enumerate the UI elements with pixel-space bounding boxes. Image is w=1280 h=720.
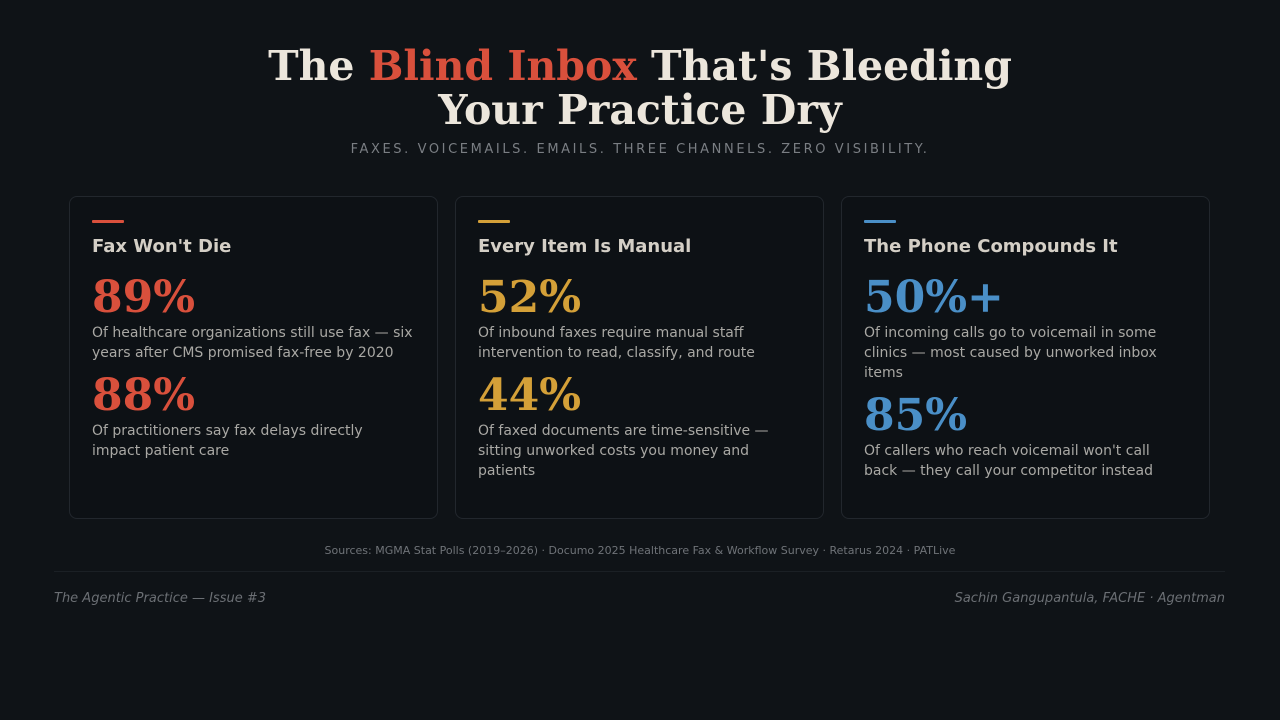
stat-value: 52%: [478, 272, 582, 323]
stat-value: 88%: [92, 370, 196, 421]
stat-description: Of faxed documents are time-sensitive — …: [478, 423, 769, 479]
stat-value: 89%: [92, 272, 196, 323]
subtitle: FAXES. VOICEMAILS. EMAILS. THREE CHANNEL…: [350, 142, 930, 157]
title-text: The: [268, 42, 369, 90]
stat-description: Of incoming calls go to voicemail in som…: [864, 325, 1157, 381]
accent-bar: [92, 220, 124, 223]
title-line-2: Your Practice Dry: [438, 86, 842, 134]
stat-card: The Phone Compounds It 50%+ Of incoming c…: [841, 196, 1210, 519]
sources: Sources: MGMA Stat Polls (2019–2026) · D…: [324, 544, 956, 557]
accent-bar: [478, 220, 510, 223]
stat-value: 85%: [864, 390, 968, 441]
stat-description: Of inbound faxes require manual staff in…: [478, 325, 755, 361]
card-title: Every Item Is Manual: [478, 236, 692, 257]
footer-right: Sachin Gangupantula, FACHE · Agentman: [954, 591, 1225, 606]
stat-card: Fax Won't Die 89% Of healthcare organizat…: [69, 196, 438, 519]
stat-description: Of healthcare organizations still use fa…: [92, 325, 413, 361]
title-text: That's Bleeding: [636, 42, 1012, 90]
stat-description: Of callers who reach voicemail won't cal…: [864, 443, 1153, 479]
accent-bar: [864, 220, 896, 223]
footer-left: The Agentic Practice — Issue #3: [54, 591, 267, 606]
stat-description: Of practitioners say fax delays directly…: [92, 423, 363, 459]
card-title: The Phone Compounds It: [864, 236, 1118, 257]
title-highlight: Blind Inbox: [368, 42, 637, 90]
stat-value: 44%: [478, 370, 582, 421]
stat-card: Every Item Is Manual 52% Of inbound faxes…: [455, 196, 824, 519]
card-title: Fax Won't Die: [92, 236, 232, 257]
divider: [54, 571, 1225, 572]
page-title: The Blind Inbox That's Bleeding Your Prac…: [0, 44, 1280, 132]
stat-value: 50%+: [864, 272, 1004, 323]
